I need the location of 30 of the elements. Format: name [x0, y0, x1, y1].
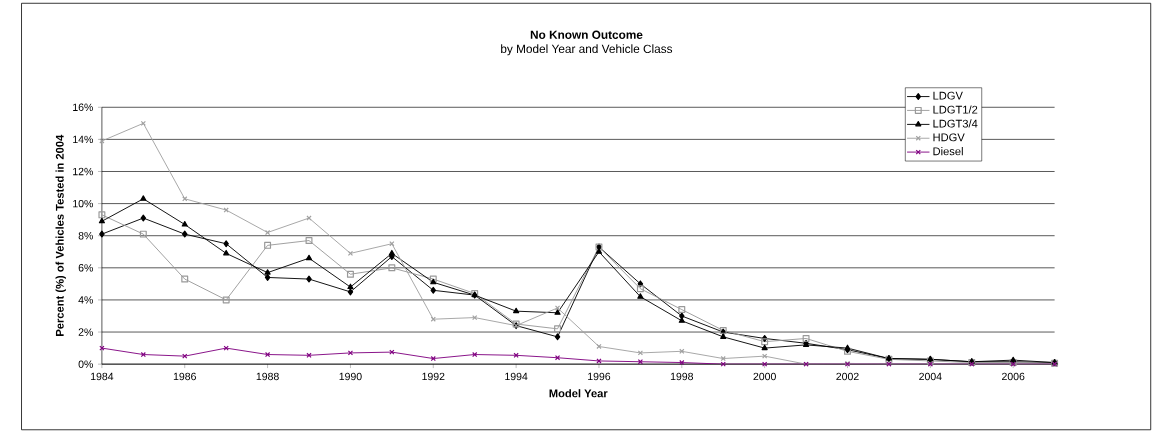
y-axis-title: Percent (%) of Vehicles Tested in 2004 — [55, 134, 66, 336]
chart-title: No Known Outcome — [530, 30, 643, 39]
chart-subtitle: by Model Year and Vehicle Class — [501, 44, 673, 56]
x-tick-label: 1988 — [256, 372, 279, 381]
y-tick-label: 4% — [78, 296, 93, 304]
y-tick-label: 14% — [73, 135, 93, 144]
x-axis-title: Model Year — [549, 389, 608, 398]
x-tick-label: 1994 — [505, 372, 528, 381]
x-tick-label: 2004 — [919, 372, 942, 381]
x-tick-label: 1986 — [173, 372, 196, 381]
y-tick-label: 10% — [73, 199, 93, 208]
y-tick-label: 0% — [78, 360, 93, 368]
x-tick-label: 1998 — [670, 372, 694, 381]
y-tick-label: 2% — [78, 328, 93, 336]
x-tick-label: 2006 — [1002, 372, 1025, 381]
y-tick-label: 16% — [73, 103, 93, 111]
legend-label: Diesel — [933, 147, 963, 156]
legend-label: LDGT3/4 — [933, 119, 978, 128]
legend-label: HDGV — [933, 133, 965, 142]
legend-label: LDGT1/2 — [933, 105, 978, 114]
x-tick-label: 1990 — [339, 372, 362, 381]
x-tick-label: 1984 — [91, 372, 114, 381]
y-tick-label: 6% — [78, 264, 93, 272]
y-tick-label: 12% — [73, 167, 93, 176]
x-tick-label: 2000 — [753, 372, 776, 381]
x-tick-label: 2002 — [836, 372, 859, 381]
y-tick-label: 8% — [78, 231, 93, 240]
legend-label: LDGV — [933, 91, 963, 100]
x-tick-label: 1992 — [422, 372, 445, 381]
x-tick-label: 1996 — [588, 372, 611, 381]
